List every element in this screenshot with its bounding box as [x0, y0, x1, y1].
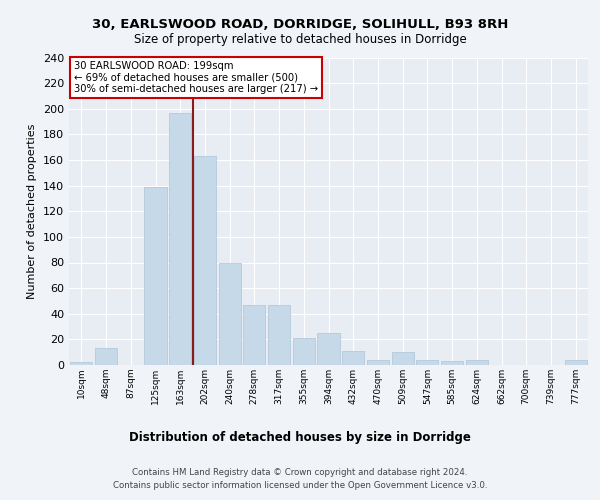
Bar [243, 305, 265, 365]
Bar [392, 352, 414, 365]
Bar [367, 360, 389, 365]
Bar [317, 333, 340, 365]
Bar [70, 362, 92, 365]
Text: 30, EARLSWOOD ROAD, DORRIDGE, SOLIHULL, B93 8RH: 30, EARLSWOOD ROAD, DORRIDGE, SOLIHULL, … [92, 18, 508, 30]
Bar [293, 338, 315, 365]
Text: Distribution of detached houses by size in Dorridge: Distribution of detached houses by size … [129, 431, 471, 444]
Bar [268, 305, 290, 365]
Bar [194, 156, 216, 365]
Text: 30 EARLSWOOD ROAD: 199sqm
← 69% of detached houses are smaller (500)
30% of semi: 30 EARLSWOOD ROAD: 199sqm ← 69% of detac… [74, 60, 319, 94]
Bar [466, 360, 488, 365]
Bar [169, 112, 191, 365]
Bar [565, 360, 587, 365]
Bar [218, 262, 241, 365]
Text: Size of property relative to detached houses in Dorridge: Size of property relative to detached ho… [134, 32, 466, 46]
Bar [416, 360, 439, 365]
Text: Contains HM Land Registry data © Crown copyright and database right 2024.: Contains HM Land Registry data © Crown c… [132, 468, 468, 477]
Bar [441, 361, 463, 365]
Text: Contains public sector information licensed under the Open Government Licence v3: Contains public sector information licen… [113, 480, 487, 490]
Bar [95, 348, 117, 365]
Bar [145, 187, 167, 365]
Y-axis label: Number of detached properties: Number of detached properties [28, 124, 37, 299]
Bar [342, 351, 364, 365]
